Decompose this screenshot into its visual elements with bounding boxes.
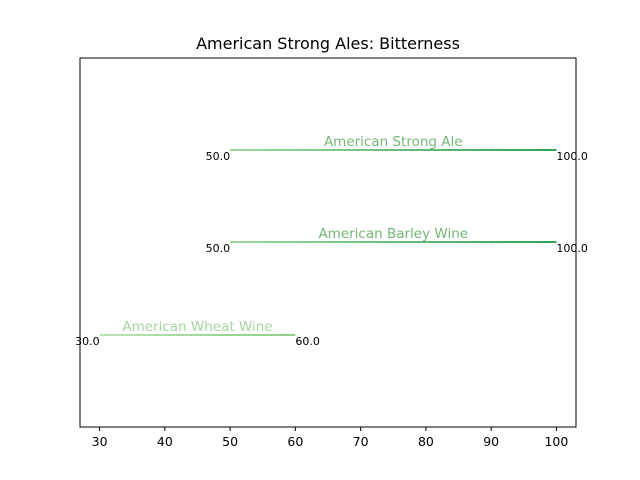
chart-title: American Strong Ales: Bitterness xyxy=(196,34,460,53)
x-tick-label: 90 xyxy=(483,434,499,449)
range-bar xyxy=(230,149,557,151)
x-tick-label: 100 xyxy=(544,434,568,449)
x-tick-label: 50 xyxy=(222,434,238,449)
x-axis: 30 40 50 60 70 80 90 100 xyxy=(92,427,568,449)
x-tick-label: 80 xyxy=(418,434,434,449)
range-high-label: 100.0 xyxy=(556,242,588,255)
range-bar xyxy=(99,334,296,336)
range-label: American Barley Wine xyxy=(318,226,468,242)
x-tick-label: 60 xyxy=(287,434,303,449)
range-low-label: 50.0 xyxy=(206,242,231,255)
range-low-label: 50.0 xyxy=(206,150,231,163)
range-label: American Wheat Wine xyxy=(122,319,272,335)
range-high-label: 100.0 xyxy=(556,150,588,163)
x-tick-label: 30 xyxy=(92,434,108,449)
range-row: American Wheat Wine 30.0 60.0 xyxy=(75,319,320,348)
range-bar xyxy=(230,241,557,243)
range-low-label: 30.0 xyxy=(75,335,100,348)
range-high-label: 60.0 xyxy=(295,335,320,348)
plot-frame xyxy=(79,57,577,428)
x-tick-label: 70 xyxy=(353,434,369,449)
range-row: American Strong Ale 50.0 100.0 xyxy=(206,134,588,163)
range-label: American Strong Ale xyxy=(324,134,463,150)
range-row: American Barley Wine 50.0 100.0 xyxy=(206,226,588,255)
x-tick-label: 40 xyxy=(157,434,173,449)
